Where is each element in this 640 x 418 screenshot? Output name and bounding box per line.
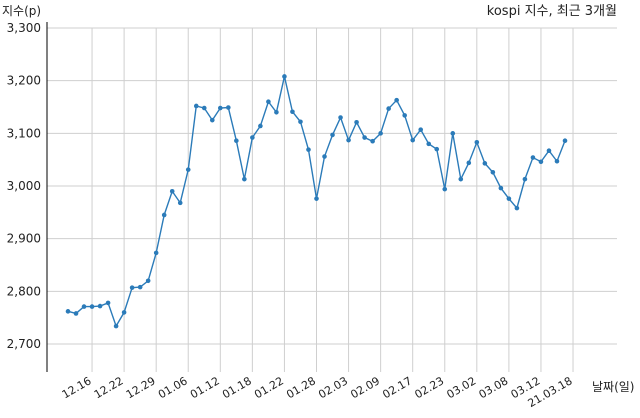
x-tick-label: 03.08 — [477, 374, 511, 401]
data-point — [129, 285, 135, 290]
data-point — [73, 311, 79, 316]
y-axis-title: 지수(p) — [2, 4, 41, 18]
data-point — [370, 138, 375, 144]
data-point — [145, 278, 151, 284]
data-point — [530, 155, 536, 160]
y-tick-label: 3,000 — [7, 179, 41, 193]
x-tick-label: 01.06 — [156, 374, 190, 401]
data-point — [466, 160, 472, 166]
data-point — [450, 131, 456, 136]
grid — [47, 27, 617, 372]
x-tick-label: 12.16 — [60, 374, 94, 401]
data-point — [153, 250, 159, 256]
x-tick-label: 01.18 — [220, 374, 254, 401]
data-point — [410, 137, 415, 143]
data-point — [290, 109, 295, 115]
data-point — [442, 186, 448, 192]
data-point — [506, 196, 512, 201]
data-point — [65, 309, 71, 314]
data-point — [161, 212, 167, 218]
data-point — [97, 303, 103, 309]
data-point — [306, 147, 311, 152]
x-tick-label: 12.22 — [92, 374, 126, 401]
data-point — [89, 304, 95, 309]
data-point — [250, 135, 255, 140]
data-point — [538, 159, 544, 165]
data-point — [330, 132, 335, 138]
data-point — [514, 205, 520, 211]
data-point — [274, 109, 279, 115]
data-point — [201, 105, 207, 111]
data-point — [418, 127, 424, 132]
x-axis-title: 날짜(일) — [592, 380, 634, 394]
data-point — [458, 176, 464, 182]
data-point — [554, 158, 560, 164]
data-point — [137, 284, 143, 290]
data-point — [522, 176, 528, 182]
chart-title: kospi 지수, 최근 3개월 — [487, 4, 617, 19]
data-point — [298, 119, 303, 125]
data-point — [322, 154, 327, 159]
data-point — [169, 188, 175, 194]
data-point — [113, 323, 119, 329]
data-point — [402, 113, 407, 118]
data-point — [314, 196, 319, 201]
x-tick-label: 02.03 — [316, 374, 350, 401]
x-tick-label: 02.17 — [380, 374, 414, 401]
data-point — [346, 137, 351, 143]
x-tick-label: 01.22 — [252, 374, 286, 401]
x-tick-labels: 12.1612.2212.2901.0601.1201.1801.2201.28… — [60, 374, 575, 410]
data-point — [562, 138, 568, 144]
data-point — [209, 117, 215, 123]
data-point — [490, 170, 496, 175]
data-point — [282, 74, 287, 79]
data-point — [498, 185, 504, 191]
data-point — [362, 135, 367, 140]
data-point — [378, 131, 383, 136]
data-point — [434, 146, 440, 152]
x-tick-label: 02.23 — [412, 374, 446, 401]
y-tick-label: 3,100 — [7, 126, 41, 140]
data-point — [354, 119, 359, 125]
y-tick-labels: 2,700 2,800 2,900 3,000 3,100 3,200 3,300 — [7, 21, 41, 351]
x-tick-label: 03.02 — [445, 374, 479, 401]
y-tick-label: 3,300 — [7, 21, 41, 35]
data-point — [266, 99, 271, 105]
data-point — [218, 105, 223, 111]
data-point — [105, 300, 111, 306]
data-point — [546, 148, 552, 154]
x-tick-label: 12.29 — [124, 374, 158, 401]
data-point — [394, 97, 399, 103]
data-points — [65, 74, 568, 329]
data-point — [81, 304, 87, 309]
data-point — [226, 105, 231, 110]
data-point — [426, 141, 432, 147]
x-tick-label: 01.28 — [284, 374, 318, 401]
y-tick-label: 3,200 — [7, 74, 41, 88]
data-point — [474, 139, 480, 145]
y-tick-label: 2,800 — [7, 284, 41, 298]
data-point — [386, 106, 391, 111]
y-tick-label: 2,700 — [7, 337, 41, 351]
data-point — [234, 138, 239, 144]
data-point — [482, 161, 488, 166]
data-point — [258, 123, 263, 129]
x-tick-label: 01.12 — [188, 374, 222, 401]
data-point — [338, 115, 343, 120]
y-tick-label: 2,900 — [7, 232, 41, 246]
data-point — [121, 310, 127, 315]
data-point — [185, 167, 191, 172]
data-point — [242, 176, 247, 182]
x-tick-label: 02.09 — [348, 374, 382, 401]
data-point — [193, 103, 199, 109]
data-point — [177, 200, 183, 206]
